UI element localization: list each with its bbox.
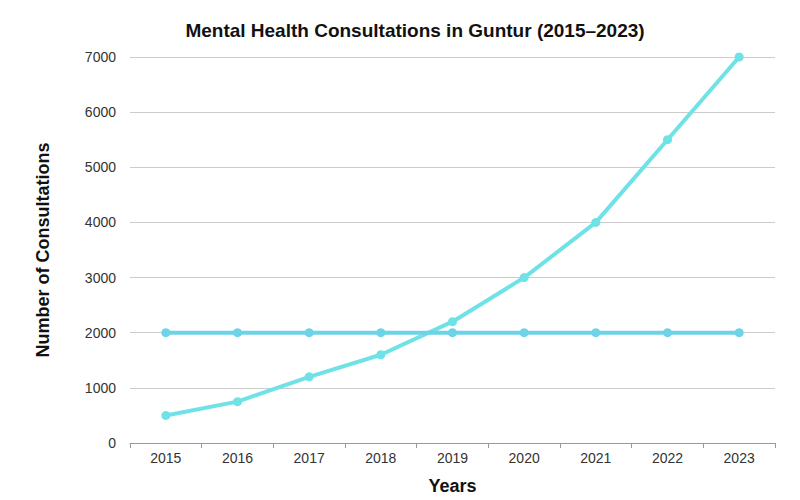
svg-text:2022: 2022 [652, 450, 683, 466]
svg-text:Number of Consultations: Number of Consultations [33, 143, 53, 358]
svg-text:2023: 2023 [724, 450, 755, 466]
svg-text:2019: 2019 [437, 450, 468, 466]
svg-text:6000: 6000 [85, 104, 116, 120]
svg-text:2017: 2017 [294, 450, 325, 466]
svg-text:2016: 2016 [222, 450, 253, 466]
svg-text:1000: 1000 [85, 380, 116, 396]
svg-text:2015: 2015 [150, 450, 181, 466]
svg-text:2000: 2000 [85, 325, 116, 341]
svg-text:7000: 7000 [85, 49, 116, 65]
svg-text:Years: Years [428, 476, 476, 496]
svg-text:Mental Health Consultations in: Mental Health Consultations in Guntur (2… [185, 20, 644, 41]
svg-text:4000: 4000 [85, 214, 116, 230]
svg-text:3000: 3000 [85, 270, 116, 286]
svg-text:2021: 2021 [580, 450, 611, 466]
svg-text:5000: 5000 [85, 159, 116, 175]
svg-text:2018: 2018 [365, 450, 396, 466]
svg-text:0: 0 [108, 435, 116, 451]
svg-text:2020: 2020 [509, 450, 540, 466]
